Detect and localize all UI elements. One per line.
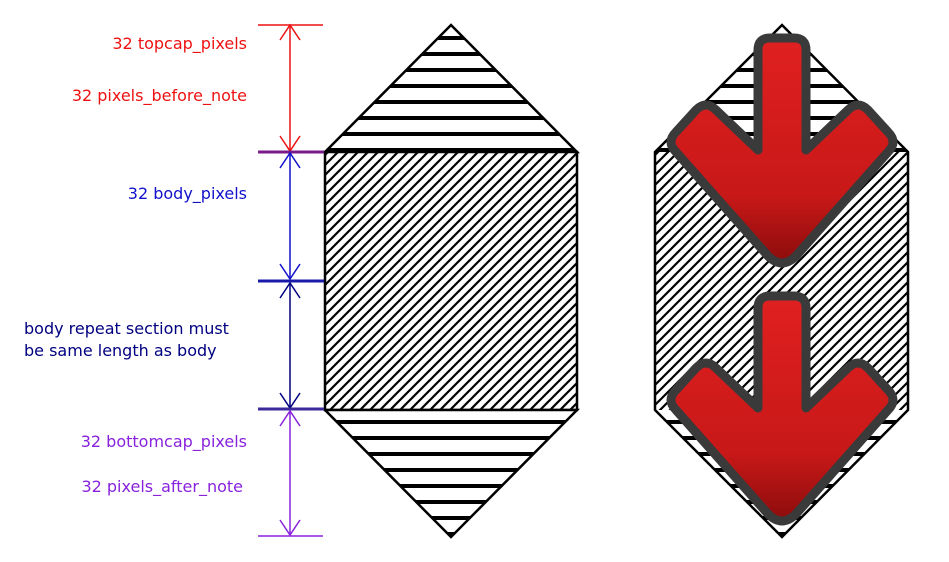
bottomcap-pixels-label: 32 bottomcap_pixels [80, 432, 247, 451]
bottomcap-guide [258, 409, 323, 537]
body-repeat-note: body repeat section must be same length … [24, 318, 229, 362]
body-guide [279, 151, 301, 281]
body-repeat-note-line2: be same length as body [24, 341, 217, 360]
topcap-region [321, 23, 581, 154]
pixels-after-note-label: 32 pixels_after_note [81, 477, 243, 496]
body-pixels-label: 32 body_pixels [127, 184, 247, 203]
pixels-before-note-label: 32 pixels_before_note [71, 86, 247, 105]
repeat-guide [279, 281, 301, 410]
bottomcap-region [321, 408, 581, 539]
body-region [323, 150, 579, 412]
topcap-guide [258, 23, 323, 153]
topcap-pixels-label: 32 topcap_pixels [112, 34, 247, 53]
body-repeat-note-line1: body repeat section must [24, 319, 229, 338]
note-template-left [321, 23, 581, 539]
note-template-right [653, 23, 910, 539]
down-arrow-icon [666, 33, 898, 268]
down-arrow-icon [666, 291, 898, 526]
